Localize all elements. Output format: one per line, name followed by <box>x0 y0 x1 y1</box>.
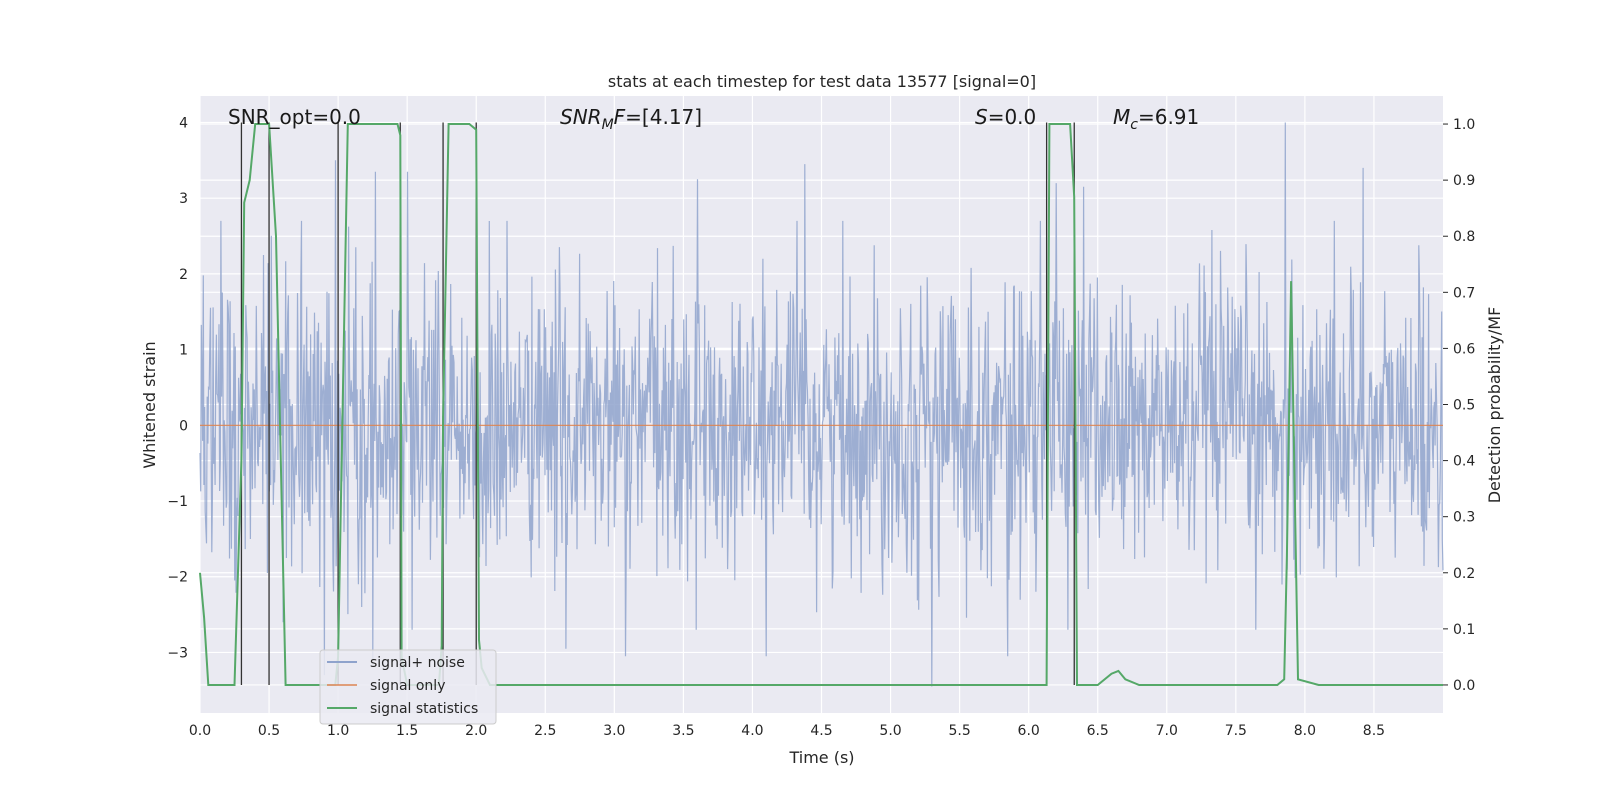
x-tick-label: 2.5 <box>534 723 556 739</box>
annotation-mc-sub: c <box>1130 117 1138 133</box>
annotation-snr-mf-sub: M <box>602 117 614 133</box>
y2-tick-labels: 0.0 0.1 0.2 0.3 0.4 0.5 0.6 0.7 0.8 0.9 1.0 <box>1443 117 1475 694</box>
y2-tick-label: 0.0 <box>1453 678 1475 694</box>
annotation-mc-value: =6.91 <box>1138 105 1199 129</box>
x-tick-label: 1.5 <box>396 723 418 739</box>
y2-tick-label: 0.3 <box>1453 510 1475 526</box>
annotation-s-main: S <box>975 105 988 129</box>
annotation-mc: Mc=6.91 <box>1113 105 1199 133</box>
y2-tick-label: 0.4 <box>1453 454 1475 470</box>
x-tick-label: 3.0 <box>603 723 625 739</box>
annotation-snr-mf-f: F <box>614 105 626 129</box>
x-tick-label: 6.0 <box>1018 723 1040 739</box>
x-tick-label: 2.0 <box>465 723 487 739</box>
y-tick-labels: −3 −2 −1 0 1 2 3 4 <box>167 115 188 661</box>
signal-noise-line <box>199 122 1444 687</box>
y-tick-label: −3 <box>167 645 188 661</box>
x-tick-label: 4.0 <box>741 723 763 739</box>
x-tick-label: 5.5 <box>948 723 970 739</box>
signal-statistics-line <box>199 123 1443 686</box>
y-tick-label: 3 <box>179 191 188 207</box>
annotation-snr-mf: SNRMF=[4.17] <box>560 105 702 133</box>
y2-tick-label: 0.1 <box>1453 622 1475 638</box>
x-tick-label: 7.5 <box>1225 723 1247 739</box>
x-tick-label: 0.0 <box>189 723 211 739</box>
legend: signal+ noise signal only signal statist… <box>319 649 497 725</box>
legend-label-signal-noise: signal+ noise <box>370 655 465 671</box>
x-tick-label: 1.0 <box>327 723 349 739</box>
x-tick-label: 3.5 <box>672 723 694 739</box>
x-tick-label: 0.5 <box>258 723 280 739</box>
annotation-snr-mf-main: SNR <box>560 105 602 129</box>
y2-tick-label: 0.7 <box>1453 285 1475 301</box>
legend-label-signal-only: signal only <box>370 678 445 694</box>
x-tick-label: 6.5 <box>1087 723 1109 739</box>
annotation-snr-mf-value: =[4.17] <box>625 105 702 129</box>
y2-tick-label: 0.5 <box>1453 398 1475 414</box>
chart-title: stats at each timestep for test data 135… <box>608 72 1036 91</box>
x-tick-label: 8.5 <box>1363 723 1385 739</box>
y-tick-label: 4 <box>179 115 188 131</box>
x-tick-label: 5.0 <box>879 723 901 739</box>
y-tick-label: −2 <box>167 570 188 586</box>
x-tick-label: 4.5 <box>810 723 832 739</box>
y2-tick-label: 0.2 <box>1453 566 1475 582</box>
x-tick-label: 8.0 <box>1294 723 1316 739</box>
y2-tick-label: 1.0 <box>1453 117 1475 133</box>
y2-tick-label: 0.8 <box>1453 229 1475 245</box>
legend-box <box>319 649 497 725</box>
y2-tick-label: 0.6 <box>1453 341 1475 357</box>
annotation-s-value: =0.0 <box>988 105 1037 129</box>
y-tick-label: 2 <box>179 267 188 283</box>
annotation-mc-main: M <box>1113 105 1130 129</box>
y2-axis-label: Detection probability/MF <box>1485 307 1504 504</box>
y-axis-label: Whitened strain <box>140 341 159 468</box>
x-tick-label: 7.0 <box>1156 723 1178 739</box>
y-tick-label: 1 <box>179 343 188 359</box>
legend-label-signal-statistics: signal statistics <box>370 701 478 717</box>
y2-tick-label: 0.9 <box>1453 173 1475 189</box>
annotation-snr-opt: SNR_opt=0.0 <box>228 105 361 129</box>
x-tick-labels: 0.0 0.5 1.0 1.5 2.0 2.5 3.0 3.5 4.0 4.5 5.0 5.5 6.0 6… <box>189 723 1385 739</box>
x-axis-label: Time (s) <box>788 748 854 767</box>
signal-statistics-series <box>199 123 1443 686</box>
y-tick-label: 0 <box>179 418 188 434</box>
signal-noise-series <box>199 122 1444 687</box>
annotation-s: S=0.0 <box>975 105 1036 129</box>
y-tick-label: −1 <box>167 494 188 510</box>
